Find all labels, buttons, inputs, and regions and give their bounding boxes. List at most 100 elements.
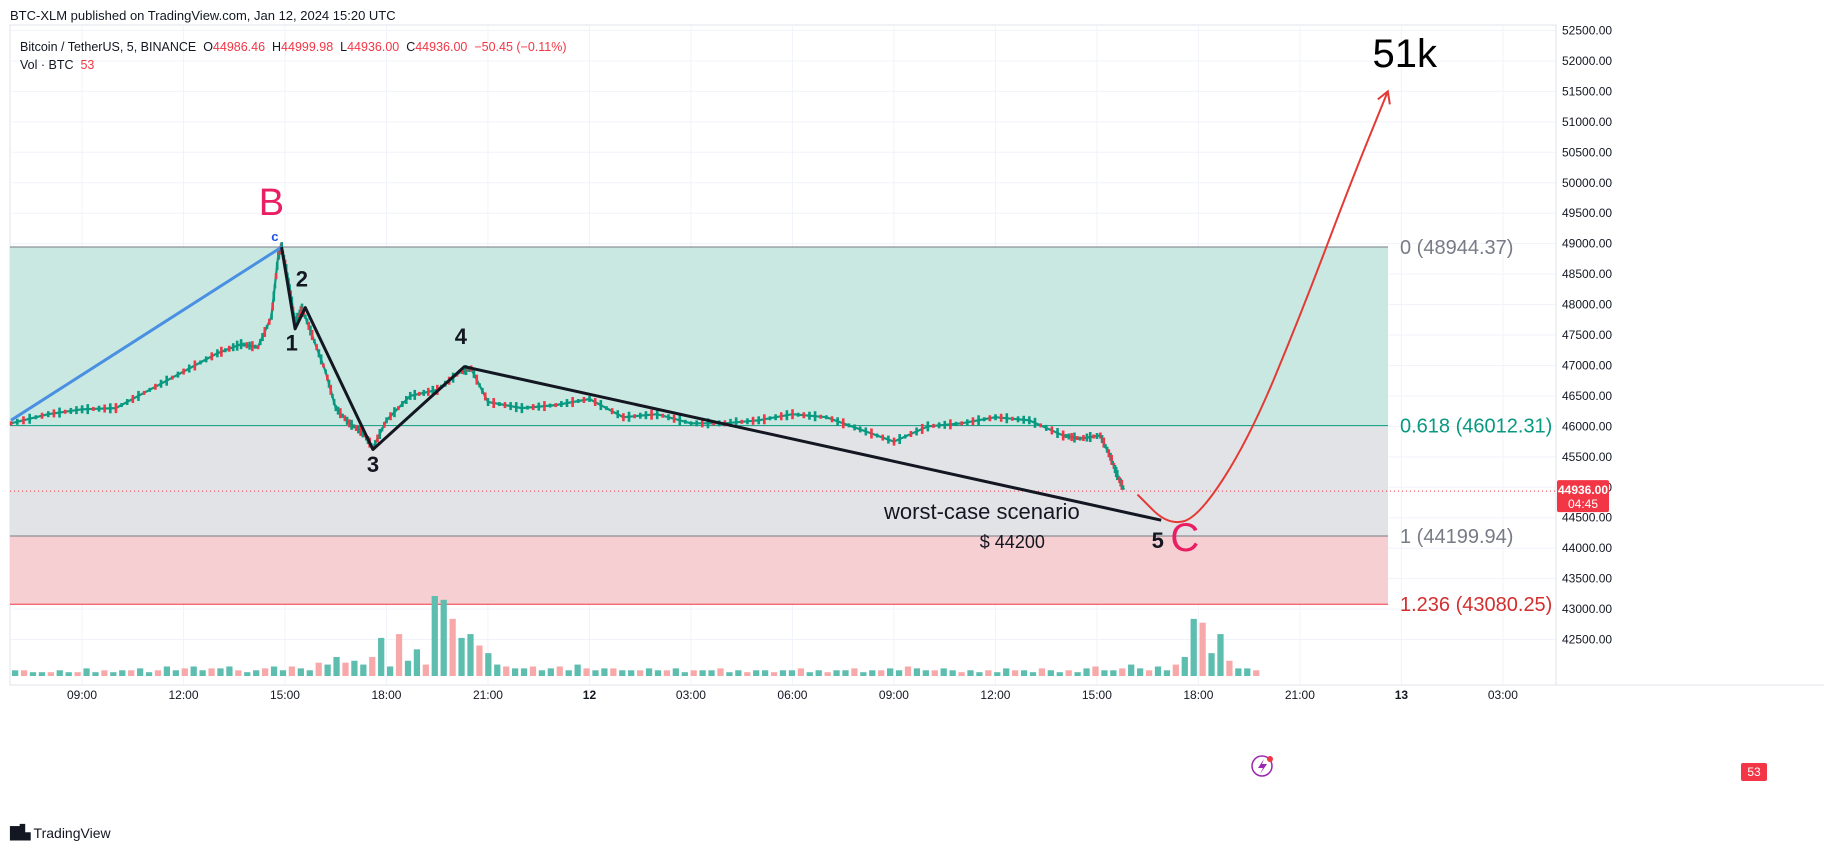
volume-bar	[485, 653, 492, 676]
candle	[565, 399, 569, 408]
volume-bar	[342, 662, 349, 676]
volume-bar	[637, 670, 644, 676]
volume-bar	[208, 668, 215, 676]
x-tick-label: 13	[1395, 688, 1409, 702]
candle	[734, 417, 738, 428]
candle	[966, 419, 969, 426]
high-label: H	[272, 40, 282, 54]
candle	[1082, 435, 1085, 442]
volume-badge	[1741, 763, 1767, 781]
candle	[475, 374, 479, 385]
candle	[309, 325, 312, 336]
volume-value: 53	[80, 58, 95, 72]
annotation-label[interactable]: C	[1170, 516, 1199, 560]
candle	[327, 379, 331, 388]
candle	[937, 422, 941, 429]
volume-bar	[770, 672, 778, 676]
tradingview-logo[interactable]: ▇▙ TradingView	[10, 824, 111, 841]
candle	[830, 416, 834, 423]
annotation-label[interactable]: worst-case scenario	[883, 499, 1080, 524]
candle	[464, 365, 468, 376]
annotation-label[interactable]: 1	[286, 330, 298, 355]
volume-legend: Vol · BTC 53	[20, 58, 94, 72]
candle	[729, 418, 732, 427]
candle	[165, 375, 168, 386]
volume-bar	[145, 672, 153, 676]
candle	[520, 403, 524, 414]
candle	[1056, 427, 1059, 438]
candle	[1120, 479, 1124, 490]
candle	[695, 420, 698, 427]
candle	[514, 402, 518, 413]
fib-zone	[10, 247, 1388, 426]
wave-line-black[interactable]	[280, 246, 1162, 522]
candle	[352, 424, 356, 429]
candle	[334, 405, 338, 412]
candle	[426, 387, 430, 396]
candle	[263, 326, 267, 337]
volume-bar	[538, 670, 546, 676]
candle	[1104, 444, 1107, 449]
candle	[746, 418, 749, 425]
annotation-label[interactable]: 2	[296, 266, 308, 291]
candle	[954, 421, 958, 426]
candle	[1111, 460, 1115, 465]
candle	[22, 416, 25, 425]
candle	[870, 428, 873, 439]
volume-bar	[92, 672, 99, 676]
y-tick-label: 46000.00	[1562, 419, 1612, 433]
candle	[378, 428, 382, 439]
volume-bar	[172, 670, 179, 676]
symbol-name[interactable]: Bitcoin / TetherUS, 5, BINANCE	[20, 40, 197, 54]
candle	[242, 342, 246, 347]
x-tick-label: 06:00	[777, 688, 807, 702]
volume-bar	[904, 666, 912, 676]
annotation-label[interactable]: 4	[455, 324, 468, 349]
candle	[763, 414, 766, 425]
candle	[245, 342, 249, 349]
y-tick-label: 44500.00	[1562, 511, 1612, 525]
x-tick-label: 18:00	[1183, 688, 1213, 702]
annotation-label[interactable]: 3	[367, 452, 379, 477]
candle	[582, 396, 586, 403]
volume-bar	[74, 672, 81, 676]
candle	[1110, 454, 1113, 465]
candle	[1070, 433, 1073, 442]
candle	[655, 409, 659, 420]
low-label: L	[340, 40, 348, 54]
candle	[220, 346, 223, 357]
volume-bar	[699, 670, 706, 676]
volume-bar	[860, 672, 867, 676]
volume-bar	[672, 668, 679, 676]
candle	[605, 406, 608, 411]
candle	[296, 312, 299, 323]
annotation-label[interactable]: 51k	[1373, 32, 1438, 76]
candle	[920, 423, 924, 434]
volume-label[interactable]: Vol · BTC	[20, 58, 74, 72]
annotation-label[interactable]: B	[259, 182, 284, 224]
annotation-label[interactable]: 5	[1152, 528, 1164, 553]
candle	[251, 341, 254, 352]
axes: 52500.00 52000.00 51500.00 51000.00 50500.00…	[10, 24, 1824, 781]
candle	[503, 402, 507, 409]
candle	[796, 412, 800, 417]
candle	[689, 421, 693, 426]
projection-curve[interactable]	[1136, 91, 1389, 524]
candle	[853, 424, 856, 431]
candle	[275, 261, 279, 270]
candle	[193, 360, 197, 371]
wave-line-blue[interactable]	[10, 245, 283, 422]
candle	[75, 406, 78, 415]
wave-lines	[10, 89, 1391, 524]
annotation-label[interactable]: $ 44200	[980, 532, 1045, 552]
volume-bar	[244, 672, 251, 676]
annotation-label[interactable]: c	[271, 229, 278, 244]
candle	[466, 367, 470, 372]
volume-bar	[431, 596, 438, 676]
fib-zones: 0 (48944.37) 0.618 (46012.31) 1 (44199.94)…	[10, 237, 1552, 616]
volume-bar	[38, 672, 46, 676]
candle	[836, 417, 839, 426]
candle	[348, 419, 351, 428]
candle	[58, 407, 61, 418]
